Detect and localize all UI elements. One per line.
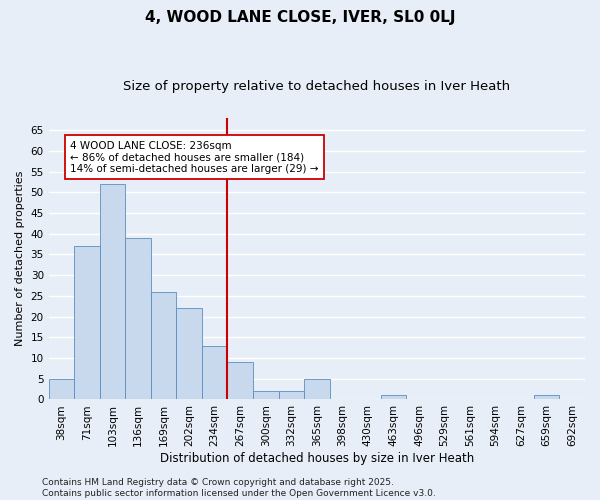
Text: Contains HM Land Registry data © Crown copyright and database right 2025.
Contai: Contains HM Land Registry data © Crown c… bbox=[42, 478, 436, 498]
Text: 4 WOOD LANE CLOSE: 236sqm
← 86% of detached houses are smaller (184)
14% of semi: 4 WOOD LANE CLOSE: 236sqm ← 86% of detac… bbox=[70, 140, 319, 174]
Bar bbox=[253, 391, 278, 400]
Bar bbox=[227, 362, 253, 400]
Title: Size of property relative to detached houses in Iver Heath: Size of property relative to detached ho… bbox=[123, 80, 511, 93]
Bar bbox=[74, 246, 100, 400]
Y-axis label: Number of detached properties: Number of detached properties bbox=[15, 171, 25, 346]
Bar bbox=[534, 396, 559, 400]
Text: 4, WOOD LANE CLOSE, IVER, SL0 0LJ: 4, WOOD LANE CLOSE, IVER, SL0 0LJ bbox=[145, 10, 455, 25]
Bar bbox=[380, 396, 406, 400]
Bar bbox=[278, 391, 304, 400]
Bar bbox=[151, 292, 176, 400]
Bar bbox=[100, 184, 125, 400]
Bar bbox=[176, 308, 202, 400]
Bar bbox=[49, 378, 74, 400]
Bar bbox=[304, 378, 329, 400]
X-axis label: Distribution of detached houses by size in Iver Heath: Distribution of detached houses by size … bbox=[160, 452, 474, 465]
Bar bbox=[202, 346, 227, 400]
Bar bbox=[125, 238, 151, 400]
